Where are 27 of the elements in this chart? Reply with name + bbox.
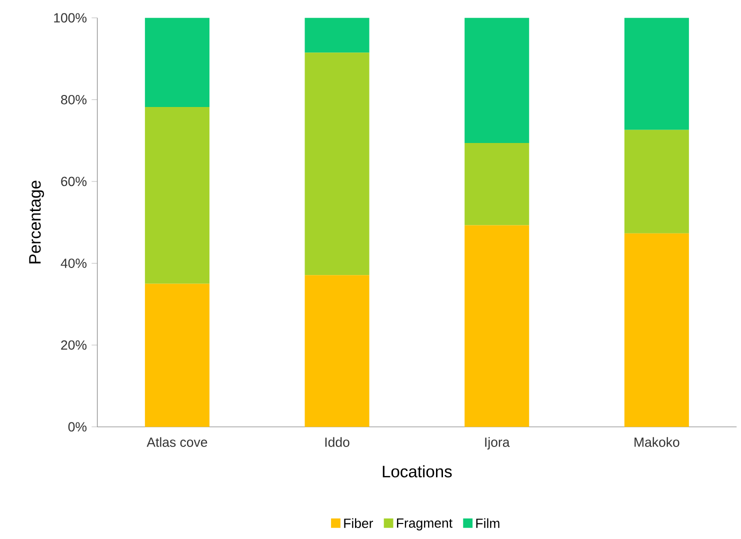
y-tick-label: 40% <box>60 258 87 268</box>
y-tick-label: 100% <box>54 13 87 23</box>
bar <box>144 107 210 284</box>
bar <box>304 52 370 276</box>
x-axis-title: Locations <box>382 465 452 478</box>
y-tick-label: 0% <box>68 422 87 432</box>
bar <box>144 18 210 108</box>
y-tick-label: 80% <box>61 94 87 104</box>
x-tick-label: Ijora <box>485 437 510 450</box>
bar <box>624 130 689 234</box>
y-axis-title: Percentage <box>29 180 44 264</box>
y-tick-label: 60% <box>61 176 87 186</box>
bar <box>464 225 530 427</box>
x-tick-label: Atlas cove <box>146 437 208 447</box>
bar <box>304 275 370 427</box>
bar <box>624 18 689 130</box>
bar <box>304 18 370 53</box>
bar <box>624 233 689 427</box>
y-tick-label: 20% <box>61 340 87 350</box>
bar <box>464 143 530 226</box>
legend-label: Fragment <box>396 518 452 530</box>
bar <box>144 284 210 427</box>
legend-label: Fiber <box>344 518 374 528</box>
bar <box>464 18 530 143</box>
x-tick-label: Iddo <box>325 437 350 447</box>
x-tick-label: Makoko <box>634 437 680 447</box>
legend-label: Film <box>476 518 500 528</box>
